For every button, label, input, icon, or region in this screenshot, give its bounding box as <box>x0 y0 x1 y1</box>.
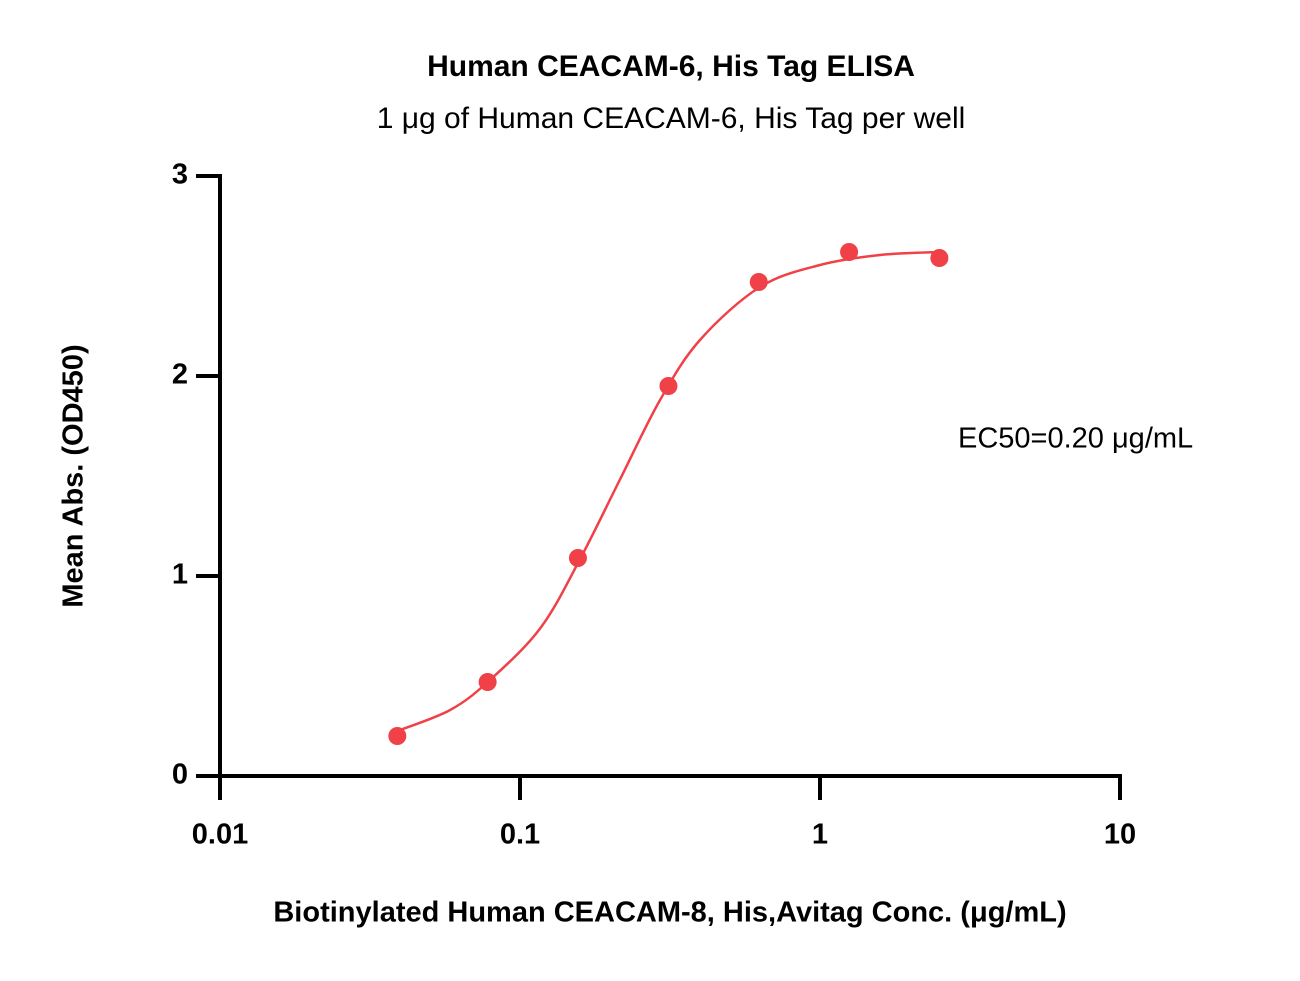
x-tick-label: 10 <box>1104 819 1136 851</box>
y-tick-label: 1 <box>172 559 188 591</box>
data-point <box>568 549 587 567</box>
data-point <box>930 249 949 267</box>
data-point <box>388 727 407 745</box>
annotation: EC50=0.20 μg/mL <box>958 423 1193 455</box>
x-tick-label: 0.01 <box>192 819 248 851</box>
data-point <box>749 273 768 291</box>
data-point <box>478 673 497 691</box>
y-axis-label: Mean Abs. (OD450) <box>58 344 90 607</box>
data-point <box>659 377 678 395</box>
chart-title: Human CEACAM-6, His Tag ELISA <box>427 50 915 83</box>
y-tick-label: 2 <box>172 359 188 391</box>
x-tick-label: 0.1 <box>500 819 540 851</box>
x-axis-label: Biotinylated Human CEACAM-8, His,Avitag … <box>273 897 1066 929</box>
data-point <box>840 243 859 261</box>
y-tick-label: 0 <box>172 759 188 791</box>
y-tick-label: 3 <box>172 159 188 191</box>
x-tick-label: 1 <box>812 819 828 851</box>
fit-curve <box>396 250 941 733</box>
chart-subtitle: 1 μg of Human CEACAM-6, His Tag per well <box>377 102 966 135</box>
